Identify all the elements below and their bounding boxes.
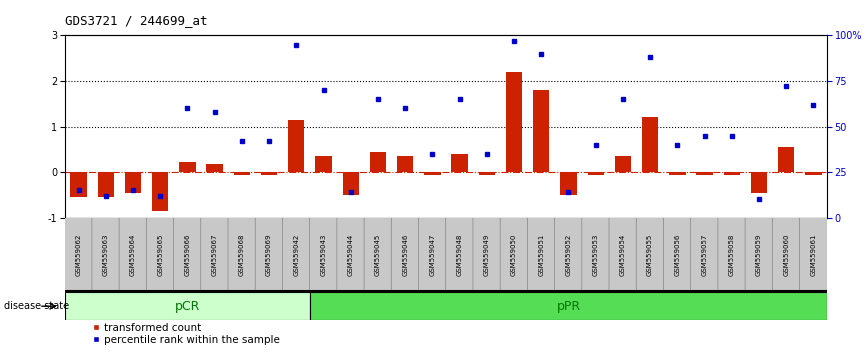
FancyBboxPatch shape — [527, 217, 555, 293]
Legend: transformed count, percentile rank within the sample: transformed count, percentile rank withi… — [87, 318, 284, 349]
Text: GDS3721 / 244699_at: GDS3721 / 244699_at — [65, 14, 208, 27]
Bar — [669, 172, 686, 175]
Text: GSM559062: GSM559062 — [75, 234, 81, 276]
FancyBboxPatch shape — [173, 217, 201, 293]
FancyBboxPatch shape — [691, 217, 719, 293]
Text: GSM559057: GSM559057 — [701, 234, 708, 276]
FancyBboxPatch shape — [337, 217, 365, 293]
FancyBboxPatch shape — [663, 217, 691, 293]
FancyBboxPatch shape — [609, 217, 637, 293]
FancyBboxPatch shape — [554, 217, 582, 293]
FancyBboxPatch shape — [745, 217, 772, 293]
Text: GSM559042: GSM559042 — [294, 234, 300, 276]
Bar — [479, 172, 495, 175]
Text: GSM559054: GSM559054 — [620, 234, 626, 276]
Bar — [696, 172, 713, 175]
Bar — [261, 172, 277, 175]
Text: GSM559061: GSM559061 — [811, 234, 817, 276]
Text: GSM559065: GSM559065 — [158, 234, 163, 276]
FancyBboxPatch shape — [718, 217, 746, 293]
Text: GSM559059: GSM559059 — [756, 234, 762, 276]
Text: GSM559060: GSM559060 — [783, 234, 789, 276]
Bar — [451, 154, 468, 172]
Text: GSM559064: GSM559064 — [130, 234, 136, 276]
Text: GSM559046: GSM559046 — [402, 234, 408, 276]
FancyBboxPatch shape — [799, 217, 827, 293]
FancyBboxPatch shape — [310, 217, 338, 293]
Text: GSM559045: GSM559045 — [375, 234, 381, 276]
Text: GSM559048: GSM559048 — [456, 234, 462, 276]
FancyBboxPatch shape — [501, 217, 528, 293]
Bar — [724, 172, 740, 175]
Bar — [343, 172, 359, 195]
Text: GSM559044: GSM559044 — [348, 234, 353, 276]
Bar — [751, 172, 767, 193]
Bar — [587, 172, 604, 175]
Text: GSM559055: GSM559055 — [647, 234, 653, 276]
Text: pPR: pPR — [556, 300, 580, 313]
Bar — [125, 172, 141, 193]
Bar — [615, 156, 631, 172]
FancyBboxPatch shape — [92, 217, 120, 293]
Bar — [179, 162, 196, 172]
FancyBboxPatch shape — [146, 217, 174, 293]
Text: GSM559049: GSM559049 — [484, 234, 490, 276]
Bar — [805, 172, 822, 175]
FancyBboxPatch shape — [282, 217, 310, 293]
Bar — [65, 292, 310, 320]
Bar — [778, 147, 794, 172]
FancyBboxPatch shape — [201, 217, 229, 293]
FancyBboxPatch shape — [772, 217, 800, 293]
Bar — [98, 172, 114, 197]
Text: GSM559053: GSM559053 — [592, 234, 598, 276]
FancyBboxPatch shape — [391, 217, 419, 293]
FancyBboxPatch shape — [228, 217, 255, 293]
Text: GSM559051: GSM559051 — [539, 234, 544, 276]
Bar — [152, 172, 168, 211]
Bar — [288, 120, 305, 172]
Bar — [506, 72, 522, 172]
Text: GSM559050: GSM559050 — [511, 234, 517, 276]
FancyBboxPatch shape — [120, 217, 147, 293]
Bar — [370, 152, 386, 172]
Text: GSM559043: GSM559043 — [320, 234, 326, 276]
Text: GSM559058: GSM559058 — [729, 234, 734, 276]
Bar — [234, 172, 250, 175]
FancyBboxPatch shape — [446, 217, 474, 293]
Text: GSM559067: GSM559067 — [211, 234, 217, 276]
Bar — [642, 118, 658, 172]
Text: GSM559069: GSM559069 — [266, 234, 272, 276]
FancyBboxPatch shape — [473, 217, 501, 293]
Bar — [560, 172, 577, 195]
Text: disease state: disease state — [4, 301, 69, 311]
FancyBboxPatch shape — [637, 217, 664, 293]
Text: GSM559056: GSM559056 — [675, 234, 681, 276]
Bar — [533, 90, 549, 172]
Text: GSM559066: GSM559066 — [184, 234, 191, 276]
Bar — [315, 156, 332, 172]
Text: GSM559047: GSM559047 — [430, 234, 436, 276]
FancyBboxPatch shape — [255, 217, 283, 293]
Bar — [397, 156, 413, 172]
Text: pCR: pCR — [175, 300, 200, 313]
Bar — [70, 172, 87, 197]
FancyBboxPatch shape — [65, 217, 93, 293]
FancyBboxPatch shape — [418, 217, 446, 293]
FancyBboxPatch shape — [364, 217, 391, 293]
FancyBboxPatch shape — [582, 217, 610, 293]
Text: GSM559063: GSM559063 — [103, 234, 109, 276]
Bar — [424, 172, 441, 175]
Bar — [206, 164, 223, 172]
Bar — [310, 292, 827, 320]
Text: GSM559052: GSM559052 — [565, 234, 572, 276]
Text: GSM559068: GSM559068 — [239, 234, 245, 276]
